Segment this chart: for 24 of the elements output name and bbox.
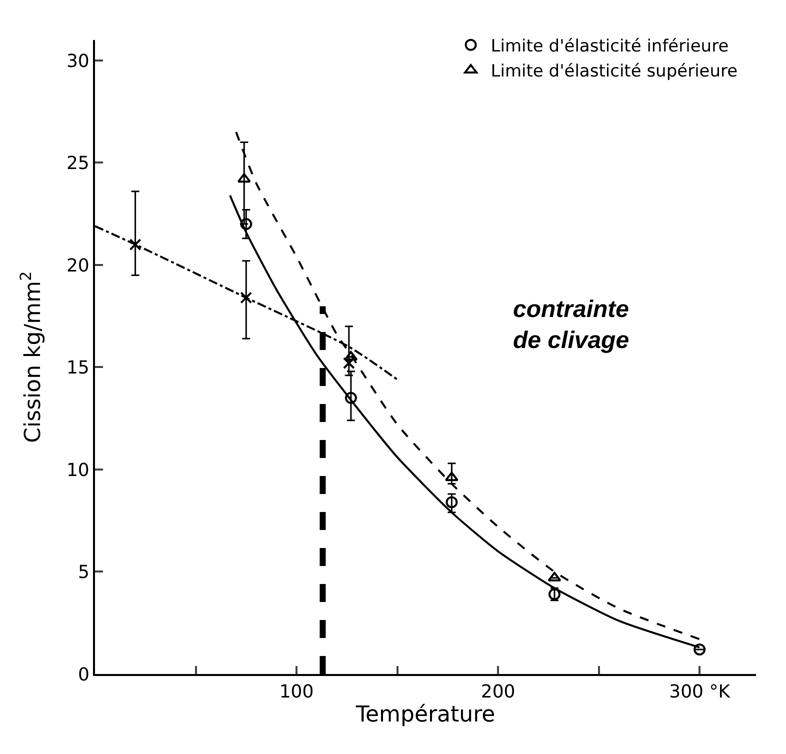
point	[237, 173, 251, 183]
point	[344, 392, 357, 404]
x-tick-label: 100	[279, 682, 314, 703]
x-axis-title: Température	[354, 702, 496, 728]
y-tick-label: 5	[78, 562, 90, 584]
point	[342, 357, 355, 370]
legend-label: Limite d'élasticité supérieure	[490, 62, 738, 82]
y-tick-label: 25	[66, 153, 90, 174]
point	[446, 496, 458, 508]
y-tick-label: 20	[66, 255, 90, 276]
point	[444, 472, 458, 482]
point	[548, 572, 562, 582]
annotation: contrainte de clivage	[513, 296, 630, 354]
x-tick-label: 200	[480, 682, 516, 703]
y-tick-label: 30	[66, 50, 90, 72]
point	[129, 238, 142, 251]
point	[240, 292, 252, 304]
legend-label: Limite d'élasticité inférieure	[490, 36, 729, 56]
y-tick-label: 0	[78, 664, 90, 686]
x-tick-label: 300 °K	[669, 682, 732, 703]
point	[240, 218, 252, 230]
y-tick-label: 15	[66, 358, 90, 379]
y-tick-label: 10	[66, 460, 90, 481]
point	[694, 643, 706, 656]
